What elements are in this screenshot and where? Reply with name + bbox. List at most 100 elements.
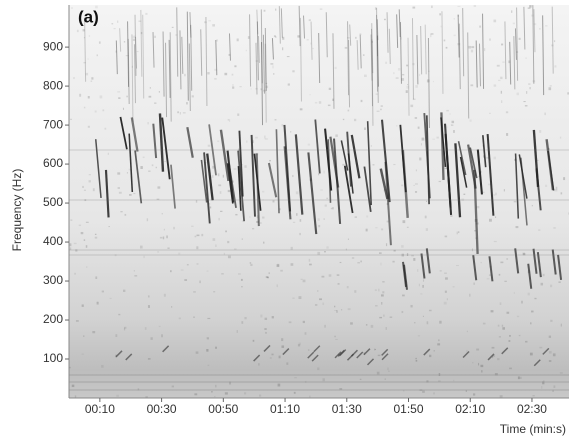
noise	[543, 380, 545, 382]
noise	[247, 36, 250, 39]
noise	[354, 290, 357, 293]
noise	[87, 125, 90, 128]
noise	[182, 112, 186, 114]
noise	[161, 334, 163, 338]
noise	[449, 113, 451, 115]
noise	[308, 258, 311, 262]
noise	[193, 316, 195, 318]
noise	[292, 297, 295, 299]
noise	[147, 295, 150, 298]
noise	[489, 112, 491, 114]
noise	[215, 346, 217, 349]
noise	[347, 37, 350, 39]
noise	[163, 293, 166, 297]
noise	[457, 5, 461, 7]
noise	[236, 38, 239, 42]
noise	[493, 19, 497, 23]
call-streak	[520, 157, 528, 226]
noise	[154, 35, 156, 38]
low-streak	[253, 354, 261, 362]
noise	[525, 57, 527, 59]
faint-streak	[386, 12, 389, 53]
noise	[323, 218, 325, 221]
noise	[94, 236, 98, 239]
faint-streak	[189, 12, 192, 38]
noise	[337, 283, 340, 285]
faint-streak	[509, 41, 512, 85]
faint-streak	[280, 8, 283, 38]
noise	[265, 331, 267, 334]
noise	[317, 367, 320, 371]
noise	[264, 138, 268, 140]
noise	[453, 130, 455, 133]
call-streak	[363, 166, 372, 212]
noise	[539, 28, 541, 30]
noise	[236, 330, 238, 333]
noise	[98, 41, 101, 44]
noise	[478, 362, 480, 366]
faint-streak	[478, 43, 481, 87]
call-streak	[380, 119, 391, 203]
noise	[567, 92, 569, 95]
noise	[227, 240, 230, 244]
noise	[215, 244, 217, 247]
noise	[85, 221, 89, 223]
noise	[456, 264, 459, 267]
noise	[137, 388, 140, 391]
noise	[140, 245, 143, 249]
noise	[73, 242, 77, 245]
low-streak	[307, 351, 315, 359]
noise	[115, 50, 117, 53]
low-streak	[366, 358, 375, 366]
noise	[374, 348, 376, 351]
faint-streak	[186, 11, 189, 101]
noise	[323, 170, 325, 174]
noise	[548, 359, 552, 363]
noise	[548, 87, 552, 91]
call-streak	[219, 129, 230, 182]
noise	[212, 165, 214, 169]
noise	[117, 20, 119, 23]
noise	[298, 296, 302, 300]
noise	[426, 200, 428, 203]
noise	[309, 94, 311, 96]
noise	[75, 249, 78, 252]
noise	[440, 25, 442, 28]
noise	[376, 110, 380, 112]
noise	[88, 174, 91, 176]
low-streak	[115, 350, 123, 358]
noise	[402, 390, 405, 392]
noise	[117, 187, 120, 190]
noise	[495, 216, 497, 219]
noise	[196, 234, 200, 237]
noise	[407, 83, 409, 86]
call-streak	[294, 134, 304, 215]
noise	[353, 118, 357, 122]
call-streak	[467, 144, 477, 189]
x-tick-label: 00:30	[147, 402, 177, 416]
faint-streak	[310, 21, 313, 60]
noise	[436, 136, 439, 139]
noise	[366, 215, 369, 218]
noise	[91, 77, 94, 80]
noise	[422, 279, 425, 282]
noise	[235, 213, 238, 216]
noise	[433, 392, 435, 395]
noise	[466, 330, 468, 333]
noise	[503, 189, 505, 192]
low-streak	[381, 353, 389, 361]
call-streak	[347, 153, 354, 194]
noise	[144, 327, 147, 330]
noise	[357, 262, 360, 264]
noise	[336, 274, 340, 276]
noise	[472, 248, 474, 252]
noise	[186, 264, 189, 266]
noise	[426, 380, 429, 383]
noise	[131, 65, 133, 68]
noise	[380, 105, 383, 107]
noise	[95, 276, 98, 280]
call-streak	[307, 152, 318, 235]
noise	[392, 260, 395, 263]
noise	[136, 51, 139, 53]
noise	[286, 56, 290, 58]
